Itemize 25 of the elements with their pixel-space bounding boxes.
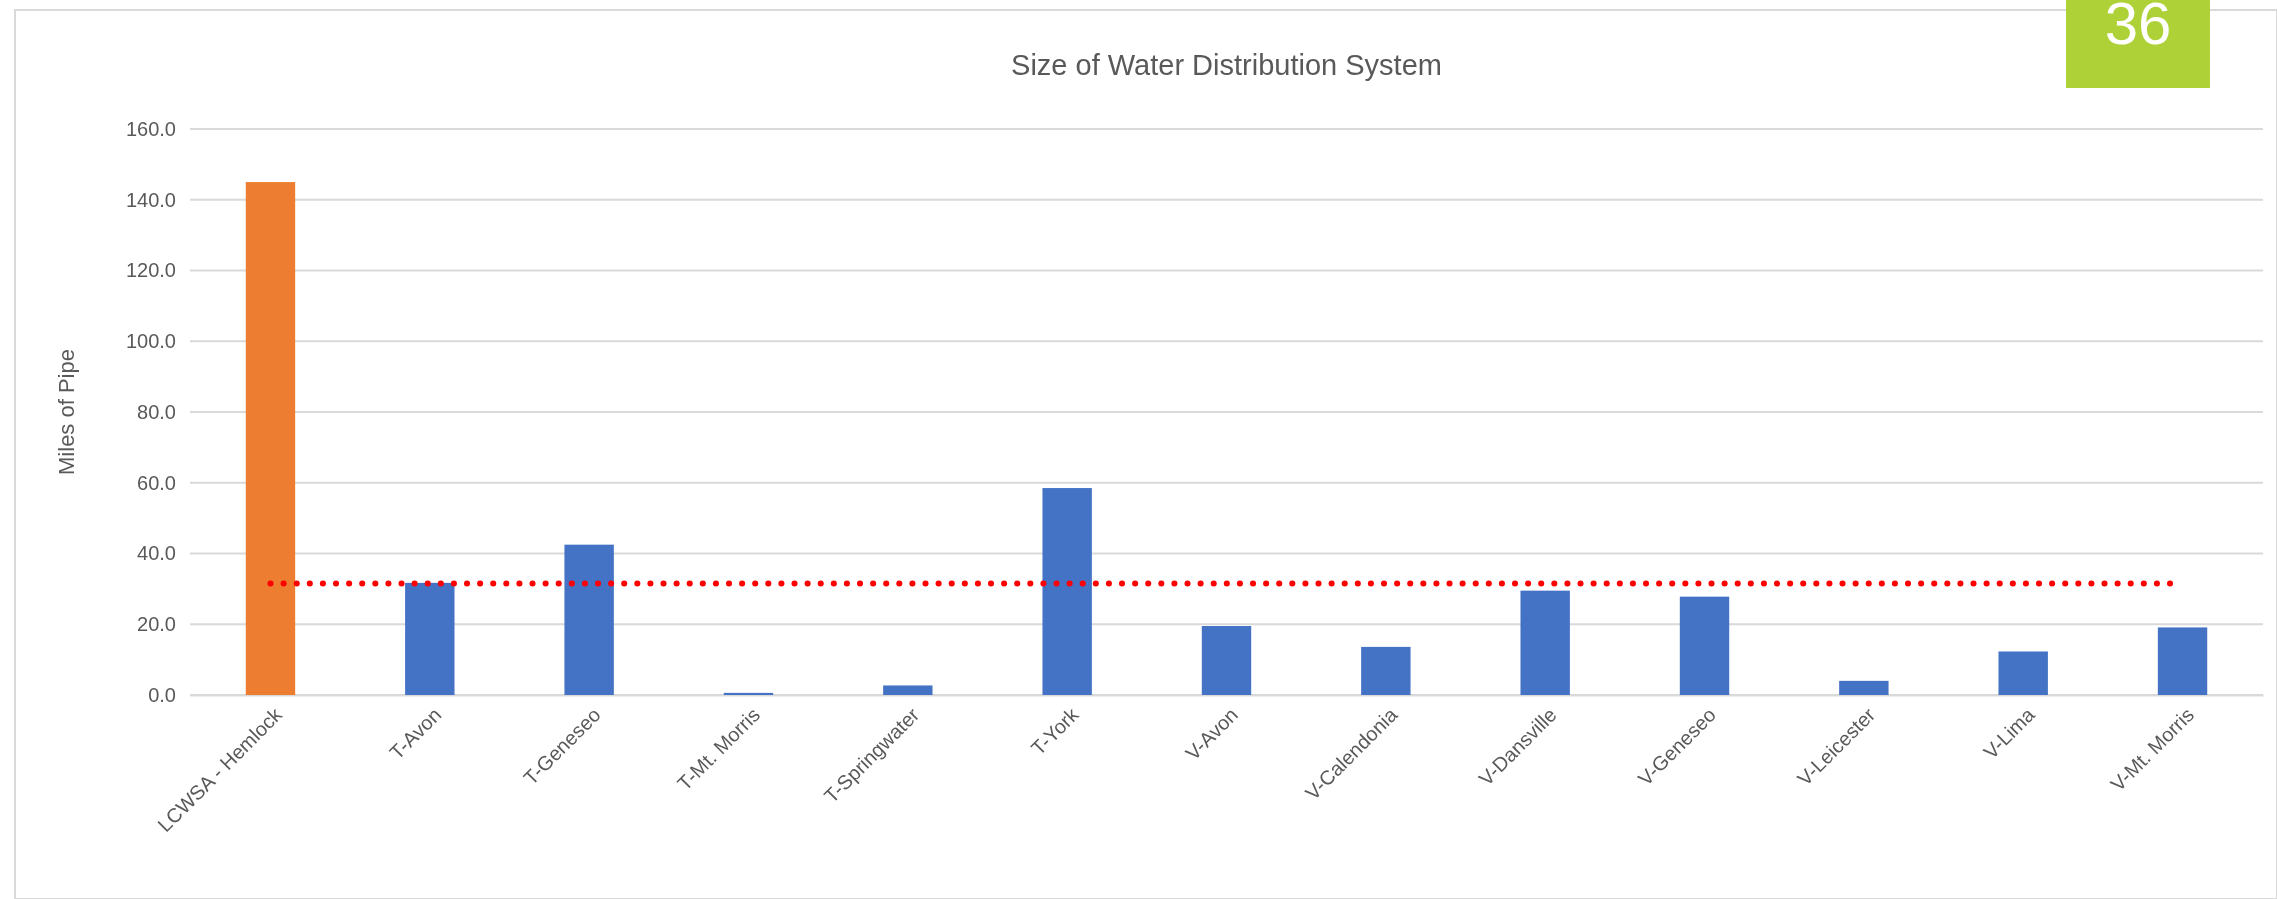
y-tick-label: 140.0 (125, 188, 176, 211)
bar (1520, 590, 1570, 695)
bar (2157, 627, 2208, 695)
bar (883, 685, 933, 695)
y-tick-label: 120.0 (125, 259, 176, 282)
y-tick-label: 160.0 (125, 117, 176, 140)
y-axis-title: Miles of Pipe (54, 349, 79, 475)
chart-title: Size of Water Distribution System (1011, 49, 1442, 81)
bar (564, 544, 614, 695)
bar (1201, 626, 1252, 695)
bar (1042, 488, 1092, 695)
bar (1361, 646, 1411, 695)
text: 36 (2104, 0, 2172, 57)
y-tick-label: 0.0 (148, 683, 176, 706)
bar (1998, 651, 2048, 695)
bar (245, 182, 296, 695)
bar (405, 582, 455, 695)
bar (723, 692, 774, 695)
y-tick-label: 40.0 (137, 542, 176, 565)
y-tick-label: 20.0 (137, 613, 176, 636)
y-tick-label: 80.0 (137, 400, 176, 423)
bar (1839, 680, 1889, 695)
bar (1679, 596, 1730, 695)
y-tick-label: 60.0 (137, 471, 176, 494)
y-tick-label: 100.0 (125, 330, 176, 353)
